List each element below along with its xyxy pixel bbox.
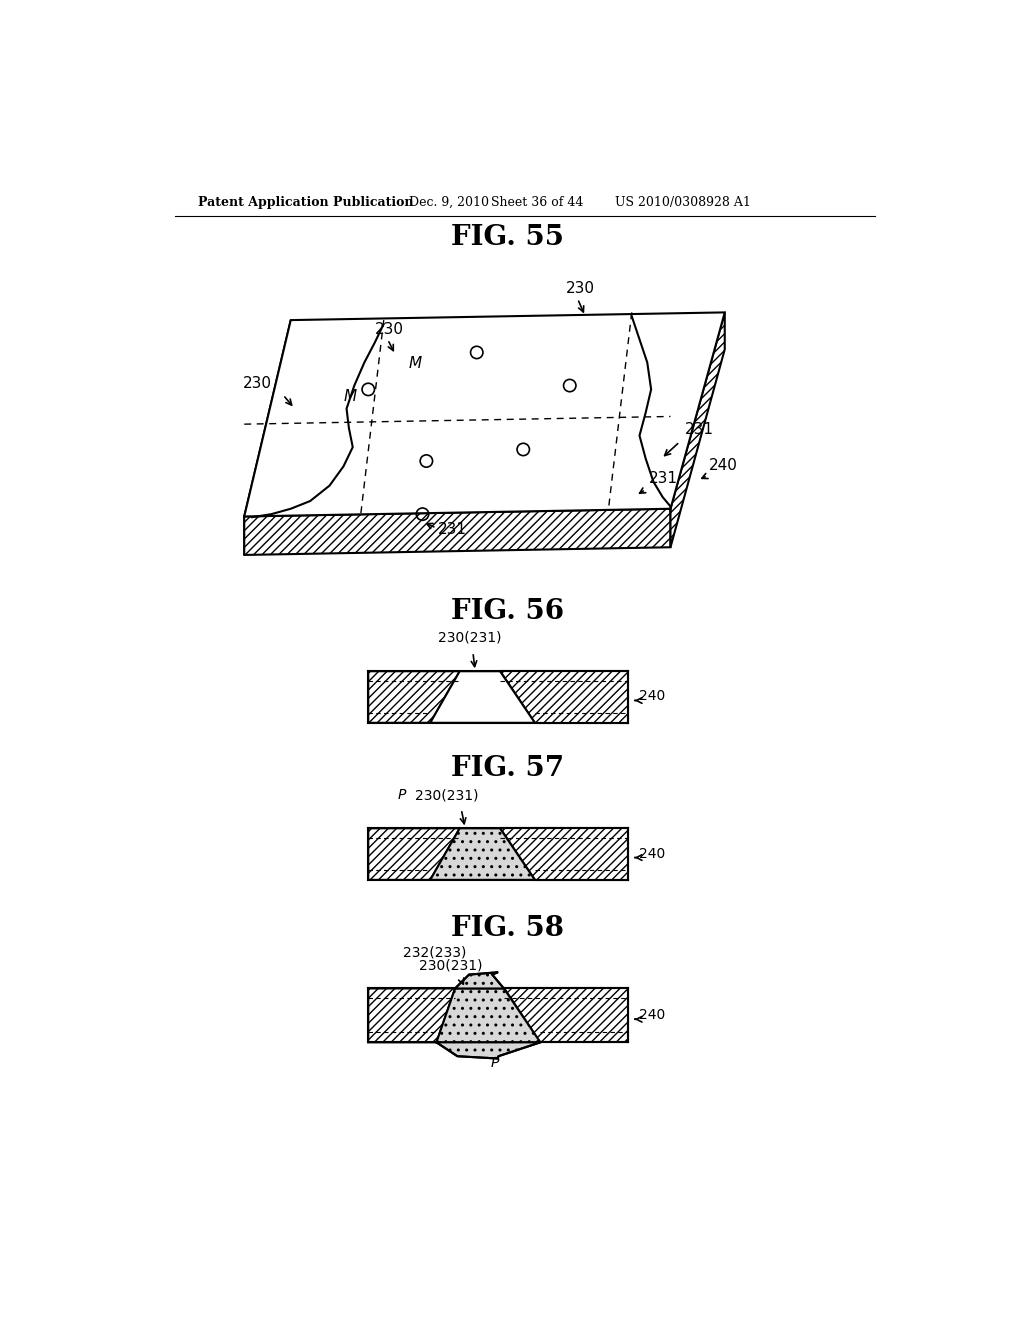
Text: 240: 240	[640, 689, 666, 704]
Polygon shape	[436, 989, 541, 1043]
Text: 231: 231	[684, 422, 714, 437]
Text: Patent Application Publication: Patent Application Publication	[198, 197, 414, 209]
Text: US 2010/0308928 A1: US 2010/0308928 A1	[614, 197, 751, 209]
Polygon shape	[500, 829, 628, 880]
Text: M: M	[343, 389, 356, 404]
Text: FIG. 55: FIG. 55	[452, 223, 564, 251]
Text: 230: 230	[243, 376, 271, 391]
Text: FIG. 58: FIG. 58	[452, 915, 564, 942]
Text: 240: 240	[640, 1008, 666, 1022]
Text: Sheet 36 of 44: Sheet 36 of 44	[490, 197, 583, 209]
Text: P: P	[490, 1056, 499, 1071]
Text: 230(231): 230(231)	[419, 958, 482, 973]
Polygon shape	[504, 989, 628, 1043]
Polygon shape	[500, 671, 628, 723]
Polygon shape	[671, 313, 725, 548]
Polygon shape	[245, 508, 671, 554]
Text: 230: 230	[566, 281, 595, 296]
Polygon shape	[436, 1043, 541, 1059]
Polygon shape	[369, 989, 455, 1043]
Polygon shape	[369, 829, 460, 880]
Polygon shape	[430, 671, 535, 723]
Text: M: M	[409, 356, 422, 371]
Polygon shape	[455, 973, 504, 989]
Text: Dec. 9, 2010: Dec. 9, 2010	[409, 197, 488, 209]
Text: FIG. 57: FIG. 57	[452, 755, 564, 781]
Text: 230: 230	[375, 322, 403, 337]
Text: 230(231): 230(231)	[438, 631, 502, 645]
Text: P: P	[397, 788, 407, 803]
Text: 232(233): 232(233)	[403, 945, 467, 960]
Text: 231: 231	[438, 523, 467, 537]
Text: 240: 240	[640, 846, 666, 861]
Polygon shape	[245, 321, 291, 554]
Text: 231: 231	[649, 471, 678, 486]
Text: 240: 240	[710, 458, 738, 474]
Text: 230(231): 230(231)	[415, 788, 478, 803]
Polygon shape	[430, 829, 535, 880]
Polygon shape	[245, 313, 725, 516]
Text: FIG. 56: FIG. 56	[452, 598, 564, 624]
Polygon shape	[369, 671, 460, 723]
